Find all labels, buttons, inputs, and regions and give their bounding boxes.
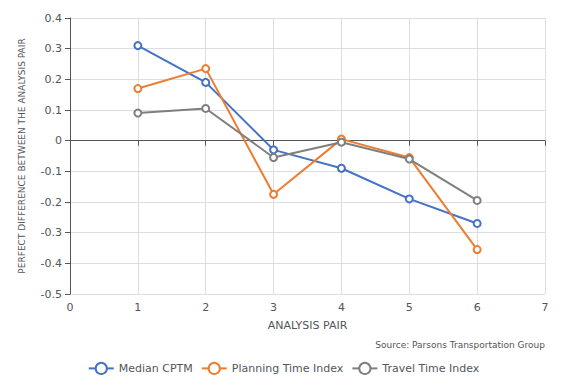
svg-text:0: 0	[67, 301, 74, 314]
svg-text:7: 7	[542, 301, 549, 314]
svg-text:1: 1	[134, 301, 141, 314]
svg-text:-0.3: -0.3	[41, 226, 62, 239]
svg-text:-0.5: -0.5	[41, 288, 62, 301]
svg-text:0.3: 0.3	[45, 42, 63, 55]
svg-text:3: 3	[270, 301, 277, 314]
svg-text:0: 0	[55, 134, 62, 147]
svg-text:Median CPTM: Median CPTM	[119, 362, 193, 375]
svg-text:ANALYSIS PAIR: ANALYSIS PAIR	[268, 319, 348, 332]
svg-text:4: 4	[338, 301, 345, 314]
svg-text:6: 6	[474, 301, 481, 314]
svg-text:-0.1: -0.1	[41, 165, 62, 178]
svg-text:-0.4: -0.4	[41, 257, 62, 270]
svg-text:Travel Time Index: Travel Time Index	[381, 362, 479, 375]
svg-text:0.4: 0.4	[45, 12, 63, 25]
svg-text:2: 2	[202, 301, 209, 314]
svg-text:0.1: 0.1	[45, 104, 63, 117]
svg-text:Planning Time Index: Planning Time Index	[232, 362, 344, 375]
svg-text:Source: Parsons Transportation: Source: Parsons Transportation Group	[375, 340, 545, 350]
svg-text:5: 5	[406, 301, 413, 314]
svg-text:0.2: 0.2	[45, 73, 63, 86]
svg-text:PERFECT DIFFERENCE BETWEEN THE: PERFECT DIFFERENCE BETWEEN THE ANALYSIS …	[17, 38, 27, 273]
svg-text:-0.2: -0.2	[41, 196, 62, 209]
